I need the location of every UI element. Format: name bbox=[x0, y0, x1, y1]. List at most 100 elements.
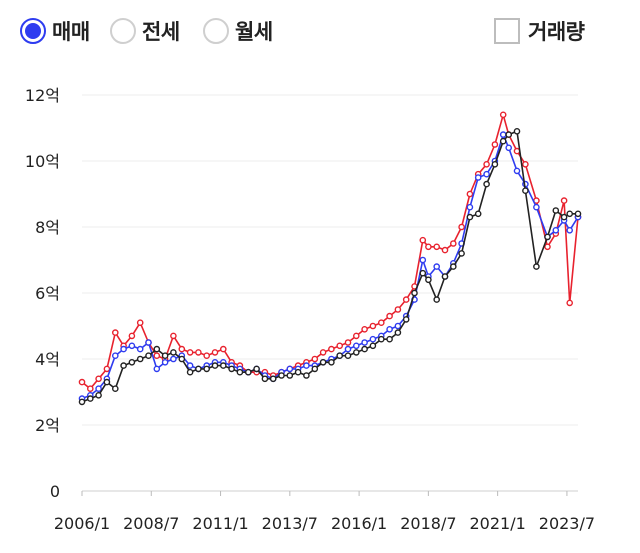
data-point bbox=[178, 345, 186, 353]
data-point bbox=[136, 319, 144, 327]
x-tick-label: 2021/1 bbox=[469, 514, 525, 533]
data-point bbox=[244, 368, 252, 376]
data-point bbox=[294, 368, 302, 376]
data-point bbox=[361, 345, 368, 353]
chart-grid bbox=[82, 94, 578, 492]
data-point bbox=[369, 335, 377, 343]
data-point bbox=[95, 385, 102, 393]
data-point bbox=[394, 322, 402, 330]
data-point bbox=[278, 372, 285, 379]
data-point bbox=[344, 345, 352, 353]
data-point bbox=[303, 372, 310, 379]
data-point bbox=[128, 358, 136, 366]
data-point bbox=[161, 358, 169, 366]
data-point bbox=[352, 342, 360, 350]
data-point bbox=[402, 316, 410, 323]
radio-jeonse[interactable]: 전세 bbox=[110, 14, 180, 48]
data-point bbox=[311, 365, 319, 373]
data-point bbox=[499, 111, 507, 119]
data-point bbox=[386, 312, 393, 320]
x-axis: 2006/1 2008/7 2011/1 2013/7 2016/1 2018/7 2021… bbox=[54, 491, 595, 533]
data-point bbox=[344, 352, 352, 360]
data-point bbox=[286, 365, 294, 373]
data-point bbox=[203, 352, 210, 360]
data-point bbox=[505, 144, 513, 152]
data-point bbox=[377, 335, 385, 343]
data-point bbox=[236, 368, 244, 376]
data-point bbox=[211, 349, 219, 356]
data-point bbox=[286, 372, 294, 379]
radio-monthly-rent[interactable]: 월세 bbox=[203, 14, 273, 48]
data-point bbox=[474, 174, 482, 181]
radio-jeonse-label: 전세 bbox=[142, 20, 180, 44]
radio-monthly-rent-label: 월세 bbox=[235, 20, 273, 44]
data-point bbox=[78, 378, 86, 386]
data-point bbox=[195, 365, 202, 373]
data-point bbox=[153, 352, 161, 360]
volume-label: 거래량 bbox=[528, 20, 585, 44]
data-point bbox=[336, 352, 344, 360]
data-point bbox=[483, 180, 490, 188]
radio-sale[interactable]: 매매 bbox=[20, 14, 90, 48]
data-point bbox=[87, 385, 94, 393]
data-point bbox=[499, 137, 507, 145]
data-point bbox=[203, 365, 210, 373]
data-point bbox=[533, 263, 540, 270]
data-point bbox=[120, 362, 127, 369]
data-point bbox=[574, 210, 582, 218]
data-point bbox=[419, 269, 427, 277]
data-point bbox=[136, 345, 144, 353]
y-tick-label: 6억 bbox=[35, 284, 60, 303]
data-point bbox=[128, 332, 136, 340]
data-point bbox=[352, 349, 360, 356]
data-point bbox=[394, 306, 402, 313]
radio-sale-label: 매매 bbox=[52, 20, 90, 44]
data-point bbox=[319, 349, 327, 356]
radio-jeonse-indicator[interactable] bbox=[110, 18, 136, 44]
data-point bbox=[386, 325, 393, 333]
data-point bbox=[170, 355, 177, 363]
data-point bbox=[566, 299, 574, 307]
chart-controls: 매매 전세 월세 거래량 bbox=[0, 0, 640, 64]
data-point bbox=[552, 207, 560, 214]
price-line-chart: 0 2억 4억 6억 8억 10억 12억 2006/1 2008/7 2011/1 2013/7… bbox=[25, 86, 595, 533]
data-point bbox=[544, 233, 551, 241]
volume-toggle[interactable]: 거래량 bbox=[494, 14, 585, 48]
radio-monthly-rent-indicator[interactable] bbox=[203, 18, 229, 44]
x-tick-label: 2016/1 bbox=[331, 514, 387, 533]
data-point bbox=[505, 131, 513, 138]
data-point bbox=[328, 358, 335, 366]
data-point bbox=[466, 203, 474, 211]
data-point bbox=[145, 339, 152, 346]
data-point bbox=[449, 240, 457, 247]
data-point bbox=[560, 213, 568, 221]
data-point bbox=[419, 236, 427, 244]
data-point bbox=[328, 345, 335, 353]
data-point bbox=[128, 342, 136, 350]
data-point bbox=[513, 167, 521, 175]
radio-sale-indicator[interactable] bbox=[20, 18, 46, 44]
volume-checkbox[interactable] bbox=[494, 18, 520, 44]
x-tick-label: 2013/7 bbox=[262, 514, 318, 533]
data-point bbox=[560, 197, 568, 204]
data-point bbox=[120, 345, 127, 353]
data-point bbox=[522, 187, 529, 194]
data-point bbox=[186, 368, 194, 376]
data-point bbox=[552, 226, 560, 234]
data-point bbox=[344, 339, 352, 346]
data-point bbox=[425, 276, 432, 284]
data-point bbox=[433, 263, 441, 270]
data-point bbox=[153, 365, 161, 373]
data-point bbox=[170, 332, 177, 340]
data-point bbox=[394, 329, 402, 336]
data-point bbox=[211, 362, 219, 369]
data-point bbox=[303, 362, 310, 369]
data-point bbox=[170, 349, 177, 356]
data-point bbox=[219, 345, 227, 353]
data-point bbox=[311, 355, 319, 363]
data-point bbox=[513, 127, 521, 135]
data-point bbox=[161, 352, 169, 360]
data-point bbox=[95, 375, 102, 383]
data-point bbox=[441, 246, 449, 254]
x-tick-label: 2023/7 bbox=[539, 514, 595, 533]
